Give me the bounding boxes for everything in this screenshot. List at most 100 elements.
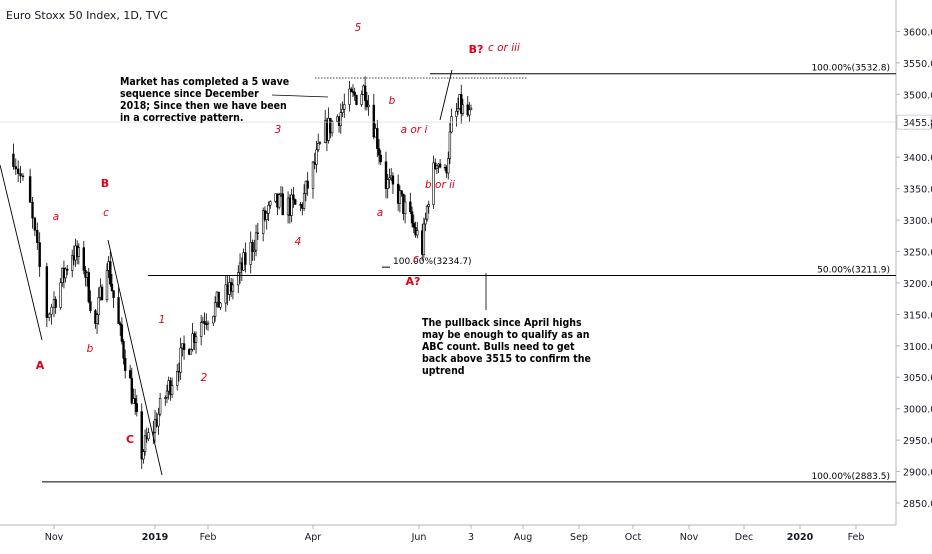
candle-body — [105, 270, 109, 301]
candle-body — [110, 283, 114, 291]
candle-body — [269, 201, 272, 206]
candle-body — [372, 104, 376, 138]
candle-body — [135, 403, 138, 412]
candle-body — [176, 371, 179, 386]
candle-body — [128, 370, 132, 379]
wave-label-minor: 4 — [295, 236, 302, 248]
candle-body — [254, 232, 258, 251]
candle-body — [117, 297, 120, 324]
candle-body — [95, 314, 99, 324]
candle-body — [213, 302, 217, 317]
candle-body — [123, 357, 127, 371]
fib-level-label-3211: 50.00%(3211.9) — [817, 265, 890, 275]
candle-body — [194, 336, 198, 343]
candle-body — [50, 306, 53, 315]
candle-body — [142, 451, 145, 460]
annotation-wave-completion-text: Market has completed a 5 wave sequence s… — [120, 76, 290, 124]
wave-label-minor: 5 — [355, 22, 362, 34]
y-tick-label: 2900.0 — [903, 468, 932, 479]
candle-body — [376, 128, 379, 149]
wave-label-minor: a — [377, 207, 383, 219]
wave-label-minor: a or i — [401, 124, 428, 136]
wave-label-major: A? — [406, 275, 421, 288]
candle-body — [363, 85, 367, 101]
candle-body — [311, 161, 315, 189]
candle-body — [100, 286, 104, 301]
candle-body — [66, 268, 69, 271]
candle-body — [379, 154, 382, 163]
x-tick-label: 2019 — [142, 532, 168, 543]
candle-body — [348, 88, 351, 105]
candle-body — [281, 193, 284, 216]
candle-body — [140, 411, 143, 460]
candle-body — [412, 222, 415, 228]
y-tick-label: 3600.0 — [903, 27, 932, 38]
x-tick-label: Sep — [570, 532, 588, 543]
candle-body — [427, 204, 430, 207]
last-price-tag — [896, 114, 932, 130]
wave-label-minor: b or ii — [425, 179, 455, 191]
last-price-value: 3455.8 — [903, 118, 932, 129]
fib-level-label-2883: 100.00%(2883.5) — [811, 472, 890, 482]
candle-body — [330, 121, 334, 134]
trendline-a — [0, 164, 43, 341]
candle-body — [343, 104, 346, 110]
candle-body — [350, 88, 353, 92]
candle-body — [109, 261, 112, 285]
fib-level-label-3532: 100.00%(3532.8) — [811, 64, 890, 74]
candle-body — [251, 242, 254, 252]
candle-body — [317, 143, 320, 151]
wave-label-minor: 1 — [159, 314, 166, 326]
candle-body — [261, 210, 265, 234]
candle-body — [377, 148, 381, 156]
y-tick-label: 3000.0 — [903, 405, 932, 416]
candle-body — [97, 297, 100, 316]
y-tick-label: 3100.0 — [903, 342, 932, 353]
wave-label-minor: 2 — [201, 372, 208, 384]
candle-body — [448, 131, 452, 159]
candle-body — [133, 398, 137, 404]
candle-body — [244, 252, 247, 265]
candle-body — [290, 194, 293, 216]
x-tick-label: Aug — [514, 532, 533, 543]
y-tick-label: 2950.0 — [903, 436, 932, 447]
fib-level-label-3234: 100.00%(3234.7) — [393, 257, 472, 267]
candle-body — [21, 175, 25, 177]
wave-label-minor: c or iii — [488, 42, 520, 54]
candle-body — [31, 201, 34, 219]
candle-body — [438, 163, 442, 168]
candle-body — [36, 229, 39, 243]
candle-body — [432, 162, 435, 205]
candle-body — [398, 190, 402, 204]
candle-body — [33, 217, 37, 231]
candle-body — [165, 390, 169, 398]
candle-body — [360, 94, 363, 105]
candle-body — [424, 218, 427, 225]
candle-body — [416, 230, 419, 236]
candle-body — [157, 413, 160, 427]
candle-body — [120, 324, 124, 342]
candle-body — [315, 149, 318, 165]
wave-label-minor: a — [53, 211, 59, 223]
candle-body — [400, 190, 403, 195]
candle-body — [217, 291, 220, 308]
candle-body — [130, 377, 134, 404]
candle-body — [306, 180, 309, 189]
candle-body — [237, 272, 240, 286]
candle-body — [410, 211, 414, 224]
trendline-final — [439, 69, 453, 121]
candle-body — [87, 272, 90, 302]
x-tick-label: Dec — [735, 532, 753, 543]
candle-body — [119, 323, 122, 326]
candle-body — [447, 158, 450, 174]
candle-body — [147, 432, 150, 440]
y-tick-label: 3300.0 — [903, 216, 932, 227]
wave-label-minor: 3 — [275, 124, 282, 136]
candle-body — [253, 249, 256, 252]
annotation-leader-1 — [271, 94, 329, 98]
candle-body — [460, 94, 463, 114]
candle-body — [82, 247, 86, 271]
candle-body — [143, 435, 147, 452]
